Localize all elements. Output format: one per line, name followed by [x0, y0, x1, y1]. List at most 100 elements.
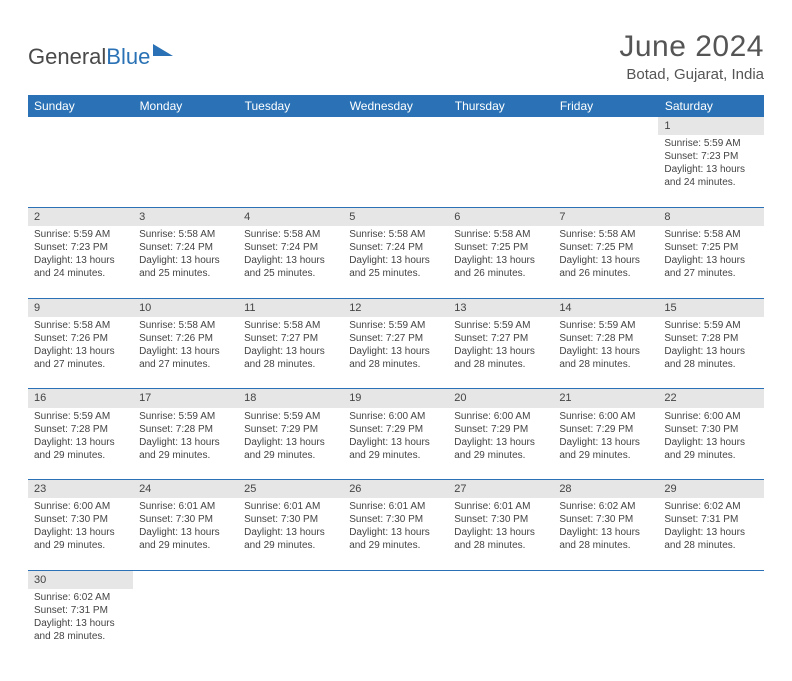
empty-cell — [343, 117, 448, 135]
day-number: 5 — [343, 207, 448, 226]
day-cell: Sunrise: 6:00 AMSunset: 7:29 PMDaylight:… — [343, 408, 448, 480]
day-number: 10 — [133, 298, 238, 317]
day-cell-body: Sunrise: 5:58 AMSunset: 7:25 PMDaylight:… — [448, 226, 553, 284]
day-cell-body: Sunrise: 5:59 AMSunset: 7:28 PMDaylight:… — [133, 408, 238, 466]
day-number: 25 — [238, 480, 343, 499]
sunrise-line: Sunrise: 5:59 AM — [244, 410, 337, 423]
daylight-line-1: Daylight: 13 hours — [664, 345, 757, 358]
empty-cell — [238, 117, 343, 135]
sunset-line: Sunset: 7:24 PM — [244, 241, 337, 254]
sunset-line: Sunset: 7:30 PM — [34, 513, 127, 526]
weekday-header: Tuesday — [238, 95, 343, 117]
day-cell: Sunrise: 6:01 AMSunset: 7:30 PMDaylight:… — [133, 498, 238, 570]
day-cell-body: Sunrise: 6:02 AMSunset: 7:30 PMDaylight:… — [553, 498, 658, 556]
daylight-line-2: and 26 minutes. — [559, 267, 652, 280]
day-cell: Sunrise: 6:00 AMSunset: 7:30 PMDaylight:… — [28, 498, 133, 570]
logo: GeneralBlue — [28, 30, 174, 70]
sunrise-line: Sunrise: 6:01 AM — [349, 500, 442, 513]
day-cell-body: Sunrise: 6:00 AMSunset: 7:29 PMDaylight:… — [343, 408, 448, 466]
sunrise-line: Sunrise: 5:59 AM — [664, 137, 757, 150]
daylight-line-1: Daylight: 13 hours — [664, 526, 757, 539]
daylight-line-1: Daylight: 13 hours — [349, 436, 442, 449]
daylight-line-1: Daylight: 13 hours — [664, 254, 757, 267]
sunrise-line: Sunrise: 5:58 AM — [244, 319, 337, 332]
day-number: 1 — [658, 117, 763, 135]
sunrise-line: Sunrise: 6:01 AM — [139, 500, 232, 513]
sunset-line: Sunset: 7:28 PM — [664, 332, 757, 345]
daylight-line-1: Daylight: 13 hours — [244, 526, 337, 539]
day-body-row: Sunrise: 6:02 AMSunset: 7:31 PMDaylight:… — [28, 589, 764, 661]
day-number: 20 — [448, 389, 553, 408]
day-cell-body: Sunrise: 5:58 AMSunset: 7:27 PMDaylight:… — [238, 317, 343, 375]
location: Botad, Gujarat, India — [619, 66, 764, 83]
sunrise-line: Sunrise: 6:02 AM — [664, 500, 757, 513]
sunrise-line: Sunrise: 5:59 AM — [454, 319, 547, 332]
day-cell: Sunrise: 6:00 AMSunset: 7:29 PMDaylight:… — [553, 408, 658, 480]
day-cell: Sunrise: 5:58 AMSunset: 7:27 PMDaylight:… — [238, 317, 343, 389]
sunrise-line: Sunrise: 5:58 AM — [559, 228, 652, 241]
daylight-line-1: Daylight: 13 hours — [34, 526, 127, 539]
empty-cell — [448, 117, 553, 135]
day-number: 13 — [448, 298, 553, 317]
daynum-row: 9101112131415 — [28, 298, 764, 317]
daylight-line-2: and 28 minutes. — [244, 358, 337, 371]
daylight-line-2: and 29 minutes. — [34, 449, 127, 462]
daylight-line-1: Daylight: 13 hours — [349, 345, 442, 358]
day-number: 11 — [238, 298, 343, 317]
day-number: 9 — [28, 298, 133, 317]
daylight-line-1: Daylight: 13 hours — [139, 254, 232, 267]
month-title: June 2024 — [619, 30, 764, 64]
day-number: 12 — [343, 298, 448, 317]
daylight-line-1: Daylight: 13 hours — [139, 345, 232, 358]
sunset-line: Sunset: 7:25 PM — [559, 241, 652, 254]
daylight-line-1: Daylight: 13 hours — [454, 345, 547, 358]
daynum-row: 1 — [28, 117, 764, 135]
daylight-line-1: Daylight: 13 hours — [349, 254, 442, 267]
day-number: 16 — [28, 389, 133, 408]
day-number: 23 — [28, 480, 133, 499]
sunset-line: Sunset: 7:23 PM — [664, 150, 757, 163]
sunset-line: Sunset: 7:29 PM — [349, 423, 442, 436]
flag-icon — [152, 42, 174, 56]
daynum-row: 23242526272829 — [28, 480, 764, 499]
daylight-line-1: Daylight: 13 hours — [454, 526, 547, 539]
sunset-line: Sunset: 7:28 PM — [559, 332, 652, 345]
sunset-line: Sunset: 7:24 PM — [139, 241, 232, 254]
daylight-line-1: Daylight: 13 hours — [454, 436, 547, 449]
daylight-line-2: and 25 minutes. — [349, 267, 442, 280]
sunset-line: Sunset: 7:31 PM — [664, 513, 757, 526]
sunset-line: Sunset: 7:29 PM — [559, 423, 652, 436]
day-cell: Sunrise: 5:59 AMSunset: 7:23 PMDaylight:… — [658, 135, 763, 207]
daylight-line-1: Daylight: 13 hours — [244, 254, 337, 267]
sunset-line: Sunset: 7:27 PM — [244, 332, 337, 345]
daylight-line-2: and 25 minutes. — [139, 267, 232, 280]
daylight-line-2: and 28 minutes. — [664, 539, 757, 552]
day-cell: Sunrise: 5:58 AMSunset: 7:24 PMDaylight:… — [133, 226, 238, 298]
weekday-header: Monday — [133, 95, 238, 117]
day-cell: Sunrise: 6:01 AMSunset: 7:30 PMDaylight:… — [238, 498, 343, 570]
day-cell: Sunrise: 5:58 AMSunset: 7:24 PMDaylight:… — [238, 226, 343, 298]
day-number: 8 — [658, 207, 763, 226]
day-cell-body: Sunrise: 6:01 AMSunset: 7:30 PMDaylight:… — [133, 498, 238, 556]
daylight-line-1: Daylight: 13 hours — [139, 526, 232, 539]
sunset-line: Sunset: 7:30 PM — [664, 423, 757, 436]
day-body-row: Sunrise: 6:00 AMSunset: 7:30 PMDaylight:… — [28, 498, 764, 570]
empty-cell — [448, 570, 553, 589]
day-number: 24 — [133, 480, 238, 499]
daylight-line-2: and 24 minutes. — [664, 176, 757, 189]
empty-cell — [238, 135, 343, 207]
day-cell-body: Sunrise: 5:59 AMSunset: 7:28 PMDaylight:… — [658, 317, 763, 375]
day-body-row: Sunrise: 5:58 AMSunset: 7:26 PMDaylight:… — [28, 317, 764, 389]
sunset-line: Sunset: 7:30 PM — [559, 513, 652, 526]
day-cell-body: Sunrise: 5:58 AMSunset: 7:25 PMDaylight:… — [553, 226, 658, 284]
daynum-row: 2345678 — [28, 207, 764, 226]
day-cell-body: Sunrise: 6:01 AMSunset: 7:30 PMDaylight:… — [448, 498, 553, 556]
day-cell: Sunrise: 5:58 AMSunset: 7:26 PMDaylight:… — [28, 317, 133, 389]
day-cell-body: Sunrise: 6:00 AMSunset: 7:29 PMDaylight:… — [448, 408, 553, 466]
day-number: 2 — [28, 207, 133, 226]
day-cell-body: Sunrise: 6:00 AMSunset: 7:30 PMDaylight:… — [28, 498, 133, 556]
day-body-row: Sunrise: 5:59 AMSunset: 7:28 PMDaylight:… — [28, 408, 764, 480]
daylight-line-2: and 24 minutes. — [34, 267, 127, 280]
daylight-line-2: and 27 minutes. — [664, 267, 757, 280]
day-number: 26 — [343, 480, 448, 499]
